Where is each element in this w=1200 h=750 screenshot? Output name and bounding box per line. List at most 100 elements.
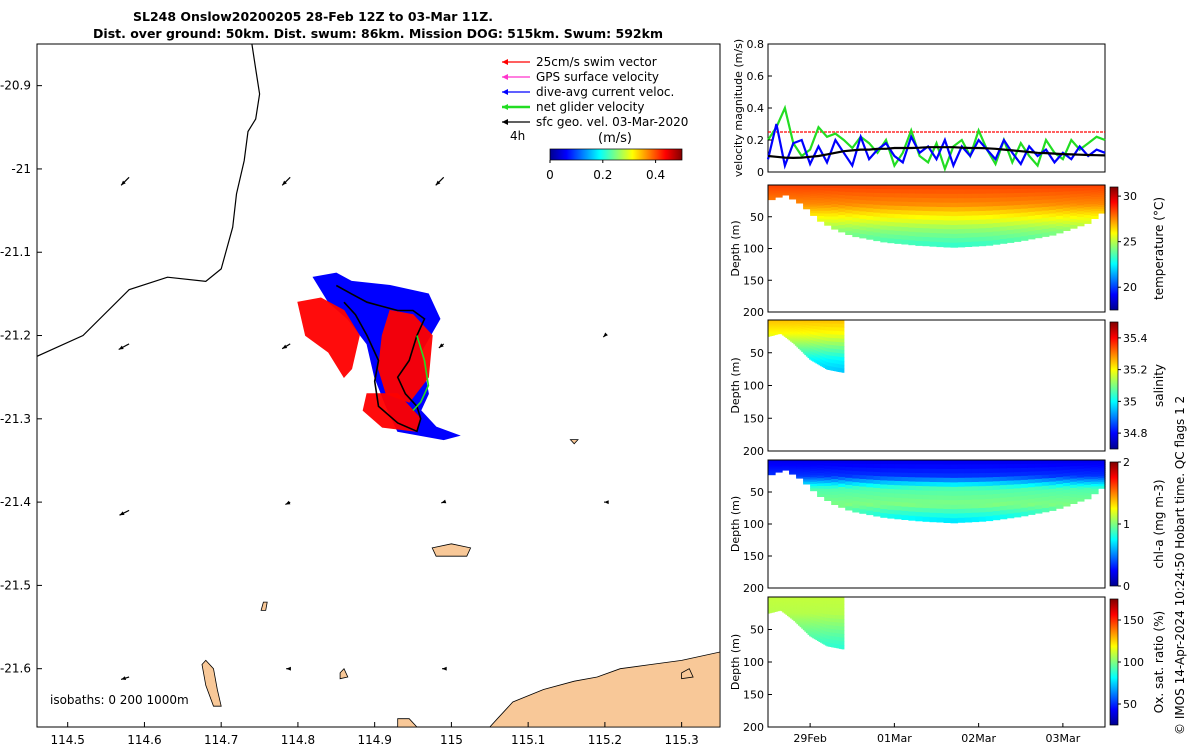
section-cell xyxy=(957,211,966,217)
section-cell xyxy=(779,329,782,332)
section-cell xyxy=(796,192,804,195)
section-cell xyxy=(824,494,832,499)
section-cell xyxy=(799,343,802,347)
section-cell xyxy=(780,331,783,334)
section-cell xyxy=(794,618,798,621)
section-cell xyxy=(796,608,799,611)
section-cell xyxy=(818,339,821,343)
section-cell xyxy=(815,341,818,346)
section-cell xyxy=(768,611,771,614)
section-cell xyxy=(866,506,874,512)
section-cell xyxy=(837,323,840,328)
section-cell xyxy=(840,615,843,620)
section-cell xyxy=(873,472,881,477)
section-cell xyxy=(813,626,816,631)
colorbar-tick-label: 35.2 xyxy=(1123,364,1148,377)
section-cell xyxy=(1098,185,1106,188)
section-cell xyxy=(769,609,772,611)
section-cell xyxy=(831,597,834,602)
section-cell xyxy=(768,189,776,191)
legend-arrowhead-net xyxy=(502,104,508,110)
section-cell xyxy=(810,460,818,463)
section-cell xyxy=(950,482,959,488)
section-cell xyxy=(783,601,786,604)
section-cell xyxy=(1076,217,1085,221)
section-cell xyxy=(859,222,867,228)
section-cell xyxy=(1013,464,1022,469)
section-cell xyxy=(823,350,826,355)
section-cell xyxy=(835,320,839,325)
legend-label-gps: GPS surface velocity xyxy=(536,70,659,84)
section-cell xyxy=(828,628,831,633)
section-cell xyxy=(873,236,881,242)
section-cell xyxy=(859,501,867,507)
section-cell xyxy=(964,486,973,492)
section-cell xyxy=(824,199,832,203)
section-cell xyxy=(1083,482,1092,486)
section-cell xyxy=(943,460,952,466)
section-cell xyxy=(782,599,785,601)
section-cell xyxy=(779,321,782,324)
section-cell xyxy=(790,320,793,323)
section-cell xyxy=(817,600,820,604)
section-cell xyxy=(796,186,804,189)
section-cell xyxy=(1069,475,1078,480)
velocity-ytick-label: 0.4 xyxy=(747,102,765,115)
section-cell xyxy=(866,463,874,469)
section-cell xyxy=(821,597,824,601)
section-cell xyxy=(964,202,973,208)
section-cell xyxy=(838,473,846,478)
section-cell xyxy=(831,348,834,353)
section-cell xyxy=(823,347,826,352)
section-cell xyxy=(866,502,874,508)
section-cell xyxy=(842,626,845,631)
section-cell xyxy=(894,514,902,520)
section-cell xyxy=(772,321,775,323)
section-cell xyxy=(824,358,828,363)
section-cell xyxy=(1013,500,1022,506)
section-cell xyxy=(828,344,831,349)
section-cell xyxy=(859,211,867,216)
section-cell xyxy=(922,477,931,483)
section-cell xyxy=(826,624,829,629)
section-cell xyxy=(828,604,831,609)
section-cell xyxy=(929,512,938,518)
section-cell xyxy=(785,325,788,327)
section-cell xyxy=(1027,506,1036,512)
section-cell xyxy=(782,190,790,192)
section-cell xyxy=(831,488,839,493)
section-cell xyxy=(852,185,860,190)
section-cell xyxy=(837,618,840,623)
section-cell xyxy=(801,331,804,334)
section-cell xyxy=(826,341,829,346)
map-xtick-label: 115 xyxy=(440,733,463,747)
section-cell xyxy=(821,363,824,368)
section-cell xyxy=(801,344,804,348)
section-cell xyxy=(829,635,832,640)
section-cell xyxy=(793,613,796,617)
section-cell xyxy=(1083,204,1092,208)
section-cell xyxy=(779,609,782,611)
section-cell xyxy=(964,490,973,496)
section-cell xyxy=(1006,501,1015,506)
section-cell xyxy=(815,633,818,637)
section-cell xyxy=(957,508,966,514)
section-cell xyxy=(775,602,779,604)
section-cell xyxy=(805,612,809,616)
section-cell xyxy=(922,202,931,208)
section-cell xyxy=(943,185,952,190)
section-cell xyxy=(815,323,818,327)
section-cell xyxy=(964,517,973,523)
section-cell xyxy=(768,460,776,462)
section-cell xyxy=(789,466,797,468)
section-cell xyxy=(985,503,994,509)
section-cell xyxy=(791,323,794,326)
section-cell xyxy=(804,324,807,328)
section-cell xyxy=(1098,211,1106,214)
section-cell xyxy=(768,601,771,604)
section-cell xyxy=(794,330,798,334)
section-cell xyxy=(929,468,938,474)
section-cell xyxy=(817,329,820,334)
section-cell xyxy=(1083,215,1092,219)
section-cell xyxy=(794,597,798,600)
